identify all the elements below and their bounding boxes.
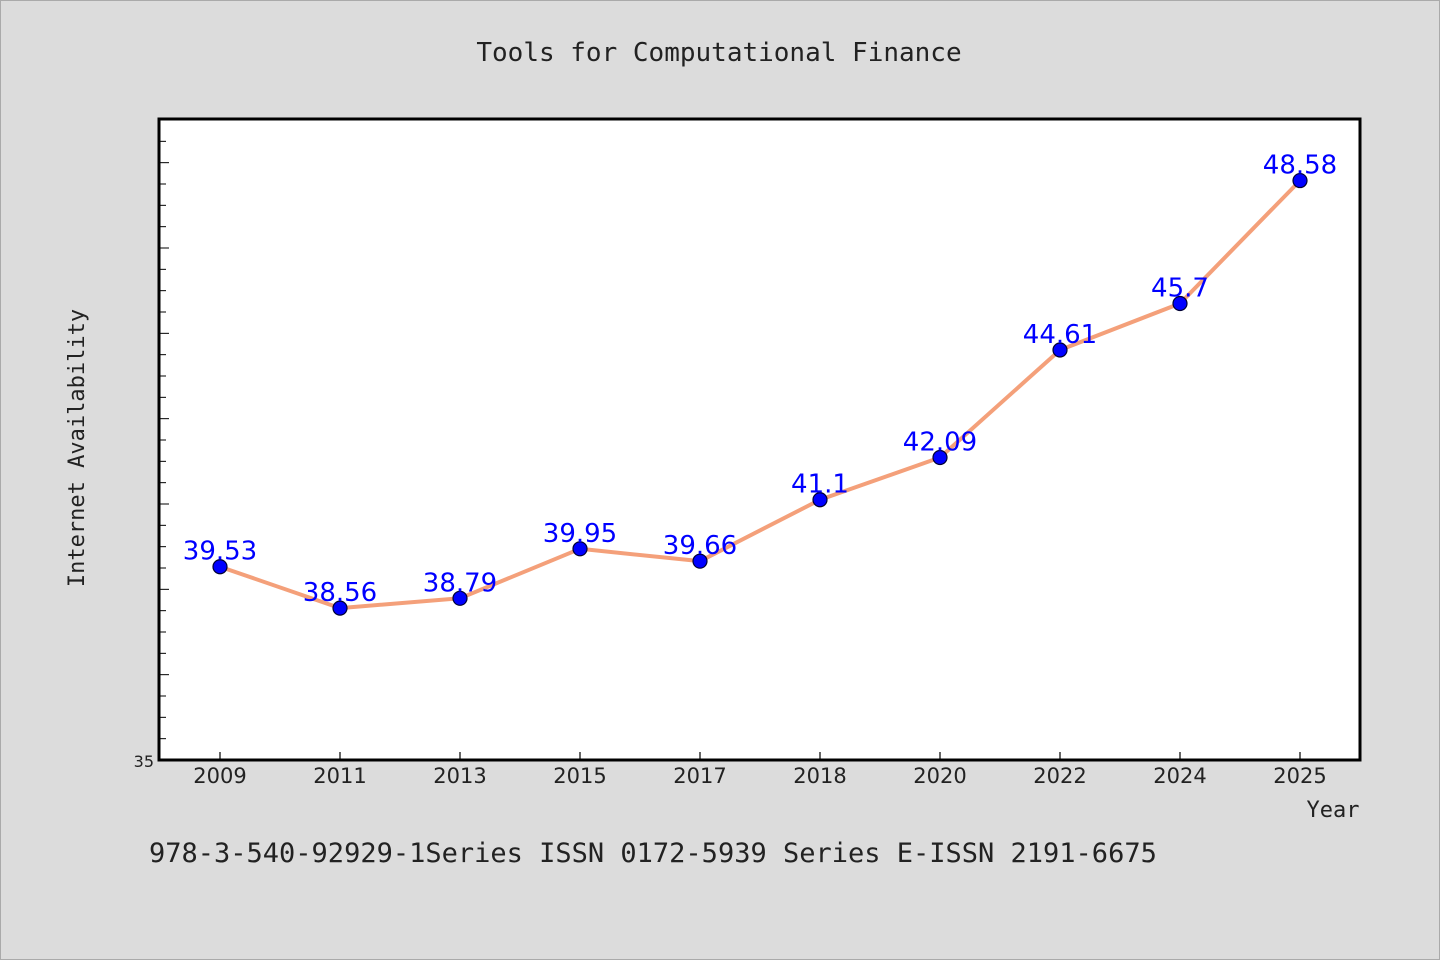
- x-tick-label: 2015: [553, 764, 606, 788]
- series-layer: 39.53 38.56 38.79 39.95 39.66 41.1 42.09 44.61 4…: [183, 151, 1337, 616]
- x-tick-label: 2009: [193, 764, 246, 788]
- data-label: 39.66: [663, 531, 737, 561]
- chart-title: Tools for Computational Finance: [476, 38, 961, 68]
- x-tick-label: 2025: [1273, 764, 1326, 788]
- footer-text: 978-3-540-92929-1Series ISSN 0172-5939 S…: [149, 838, 1157, 869]
- data-point: [452, 590, 468, 606]
- x-tick-label: 2024: [1153, 764, 1206, 788]
- data-label: 45.7: [1151, 273, 1209, 303]
- data-point: [692, 553, 708, 569]
- data-label: 44.61: [1023, 320, 1097, 350]
- data-point: [812, 492, 828, 508]
- data-point: [1052, 342, 1068, 358]
- y-axis-label: Internet Availability: [65, 309, 90, 587]
- x-tick-label: 2022: [1033, 764, 1086, 788]
- x-tick-label: 2017: [673, 764, 726, 788]
- x-tick-label: 2018: [793, 764, 846, 788]
- data-label: 38.79: [423, 568, 497, 598]
- data-label: 41.1: [791, 470, 849, 500]
- x-tick-label: 2011: [313, 764, 366, 788]
- series-line: [218, 178, 1302, 611]
- data-label: 39.95: [543, 519, 617, 549]
- data-label: 48.58: [1263, 151, 1337, 181]
- data-label: 38.56: [303, 578, 377, 608]
- y-tick-label: 35: [134, 752, 154, 771]
- x-axis-label: Year: [1307, 798, 1360, 823]
- x-tick-label: 2020: [913, 764, 966, 788]
- data-point: [572, 541, 588, 557]
- data-point: [212, 559, 228, 575]
- x-tick-label: 2013: [433, 764, 486, 788]
- data-point: [1172, 295, 1188, 312]
- plot-area: [157, 117, 1362, 762]
- y-axis: 35: [134, 140, 169, 771]
- x-axis: 2009 2011 2013 2015 2017 2018 2020 2022 2024 2025: [193, 752, 1327, 788]
- data-label: 39.53: [183, 537, 257, 567]
- data-point: [332, 600, 348, 616]
- data-point: [932, 449, 948, 466]
- data-point: [1292, 172, 1308, 189]
- data-label: 42.09: [903, 427, 977, 457]
